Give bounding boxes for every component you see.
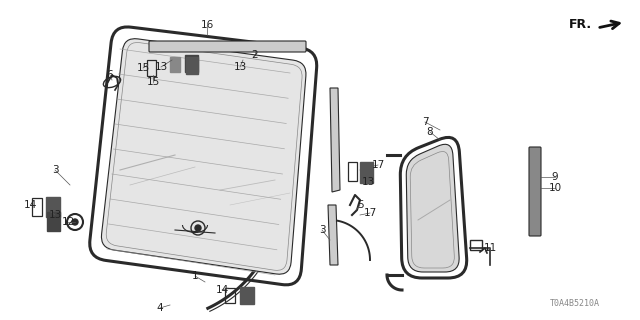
Text: 15: 15 bbox=[147, 77, 159, 87]
Text: T0A4B5210A: T0A4B5210A bbox=[550, 299, 600, 308]
Text: 2: 2 bbox=[252, 50, 259, 60]
Text: 3: 3 bbox=[319, 225, 325, 235]
PathPatch shape bbox=[101, 39, 306, 274]
Polygon shape bbox=[330, 88, 340, 192]
Bar bbox=[225, 288, 235, 303]
Text: 11: 11 bbox=[483, 243, 497, 253]
Bar bbox=[360, 162, 373, 183]
Text: 17: 17 bbox=[371, 160, 385, 170]
Text: 13: 13 bbox=[362, 177, 374, 187]
Text: 13: 13 bbox=[49, 210, 61, 220]
Bar bbox=[47, 212, 60, 231]
Text: 17: 17 bbox=[364, 208, 376, 218]
Text: 10: 10 bbox=[548, 183, 561, 193]
Text: 13: 13 bbox=[154, 62, 168, 72]
PathPatch shape bbox=[406, 144, 459, 272]
Text: 15: 15 bbox=[136, 63, 150, 73]
Text: 3: 3 bbox=[52, 165, 58, 175]
Circle shape bbox=[72, 219, 78, 225]
Text: 14: 14 bbox=[24, 200, 36, 210]
Bar bbox=[185, 55, 198, 72]
Text: 7: 7 bbox=[422, 117, 428, 127]
Text: 8: 8 bbox=[427, 127, 433, 137]
Bar bbox=[240, 287, 254, 304]
Text: 12: 12 bbox=[61, 217, 75, 227]
Text: FR.: FR. bbox=[569, 19, 592, 31]
Text: 1: 1 bbox=[192, 271, 198, 281]
Bar bbox=[348, 162, 357, 181]
Text: 13: 13 bbox=[234, 62, 246, 72]
Bar bbox=[46, 197, 60, 217]
Text: 14: 14 bbox=[216, 285, 228, 295]
Bar bbox=[186, 57, 198, 74]
FancyBboxPatch shape bbox=[529, 147, 541, 236]
Bar bbox=[470, 240, 482, 250]
Text: 16: 16 bbox=[200, 20, 214, 30]
Bar bbox=[170, 57, 180, 72]
Text: 4: 4 bbox=[157, 303, 163, 313]
FancyBboxPatch shape bbox=[149, 41, 306, 52]
Bar bbox=[147, 60, 156, 76]
Text: 5: 5 bbox=[356, 200, 364, 210]
Bar bbox=[32, 198, 42, 216]
Text: 9: 9 bbox=[552, 172, 558, 182]
Text: 6: 6 bbox=[107, 70, 113, 80]
Polygon shape bbox=[328, 205, 338, 265]
Circle shape bbox=[195, 225, 201, 231]
